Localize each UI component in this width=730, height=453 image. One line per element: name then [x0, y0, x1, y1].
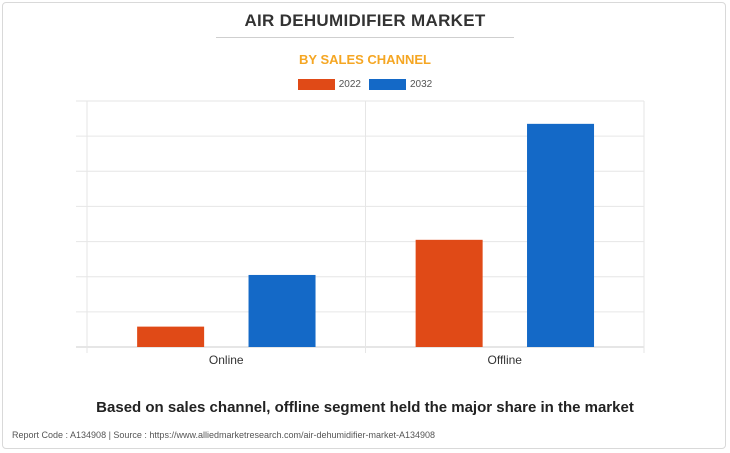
bar-online-2022: [137, 326, 205, 347]
chart-frame: [2, 2, 726, 449]
x-tick-label-online: Online: [209, 353, 244, 367]
report-source-footer: Report Code : A134908 | Source : https:/…: [12, 430, 436, 440]
bar-offline-2022: [415, 239, 483, 347]
bar-online-2032: [248, 274, 316, 347]
legend-swatch-2022: [297, 79, 335, 90]
legend-item-2032[interactable]: 2032: [369, 79, 432, 90]
bars: [137, 123, 595, 347]
bar-offline-2032: [527, 123, 595, 347]
title-divider: [216, 37, 514, 38]
legend-item-2022[interactable]: 2022: [297, 79, 361, 90]
chart-title: AIR DEHUMIDIFIER MARKET: [244, 11, 486, 30]
x-tick-labels: Online Offline: [209, 353, 522, 367]
chart-caption: Based on sales channel, offline segment …: [96, 399, 634, 416]
legend-label-2022: 2022: [338, 79, 361, 90]
legend-swatch-2032: [369, 79, 406, 90]
x-tick-label-offline: Offline: [488, 353, 523, 367]
legend: 2022 2032: [0, 79, 730, 90]
legend-label-2032: 2032: [410, 79, 433, 90]
chart-subtitle: BY SALES CHANNEL: [299, 52, 431, 67]
